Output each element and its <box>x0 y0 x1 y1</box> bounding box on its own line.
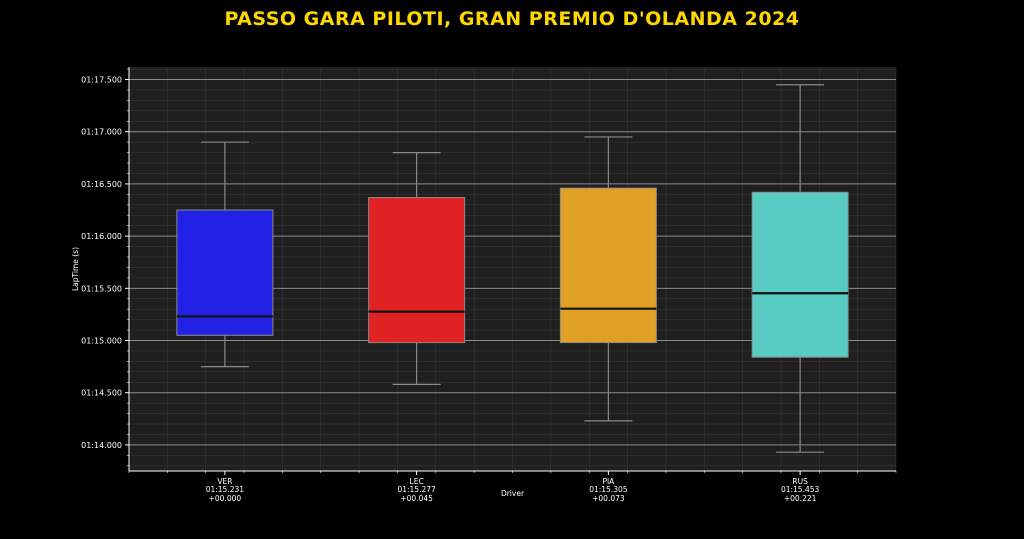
y-tick-label: 01:15.500 <box>81 284 122 293</box>
x-tick-driver: PIA <box>602 477 615 486</box>
y-tick-label: 01:14.000 <box>81 441 122 450</box>
box-body <box>559 187 657 344</box>
box-pia <box>559 136 657 422</box>
x-tick-gap: +00.045 <box>400 494 433 503</box>
box-rus <box>751 84 849 453</box>
x-axis-label: Driver <box>501 489 525 498</box>
x-tick-gap: +00.073 <box>592 494 625 503</box>
x-tick-median: 01:15.277 <box>397 485 436 494</box>
y-tick-label: 01:16.000 <box>81 232 122 241</box>
x-tick-driver: LEC <box>410 477 424 486</box>
chart-title: PASSO GARA PILOTI, GRAN PREMIO D'OLANDA … <box>224 8 800 30</box>
y-tick-label: 01:17.000 <box>81 128 122 137</box>
box-body <box>368 196 466 344</box>
box-lec <box>368 152 466 385</box>
x-tick-median: 01:15.231 <box>206 485 245 494</box>
x-tick-driver: RUS <box>792 477 808 486</box>
x-tick-driver: VER <box>217 477 232 486</box>
x-tick-gap: +00.000 <box>209 494 242 503</box>
y-tick-label: 01:15.000 <box>81 337 122 346</box>
y-tick-label: 01:16.500 <box>81 180 122 189</box>
y-tick-label: 01:14.500 <box>81 389 122 398</box>
y-axis-label: LapTime (s) <box>71 247 80 291</box>
x-tick-gap: +00.221 <box>784 494 817 503</box>
x-tick-median: 01:15.305 <box>589 485 628 494</box>
box-body <box>176 209 274 336</box>
x-tick-median: 01:15.453 <box>781 485 820 494</box>
y-tick-label: 01:17.500 <box>81 76 122 85</box>
box-ver <box>176 141 274 368</box>
box-body <box>751 191 849 358</box>
